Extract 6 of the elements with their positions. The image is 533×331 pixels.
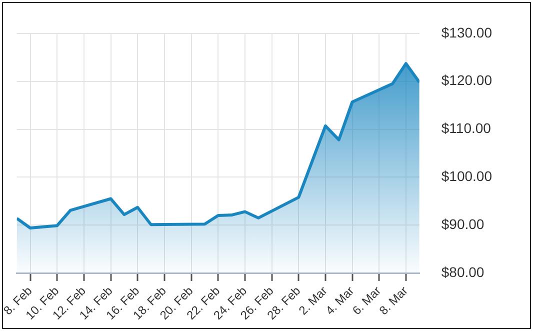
y-tick-label: $100.00	[441, 168, 492, 184]
y-tick-label: $110.00	[441, 120, 492, 136]
y-tick-label: $120.00	[441, 72, 492, 88]
y-tick-label: $90.00	[441, 216, 484, 232]
y-tick-label: $80.00	[441, 264, 484, 280]
y-tick-label: $130.00	[441, 24, 492, 40]
